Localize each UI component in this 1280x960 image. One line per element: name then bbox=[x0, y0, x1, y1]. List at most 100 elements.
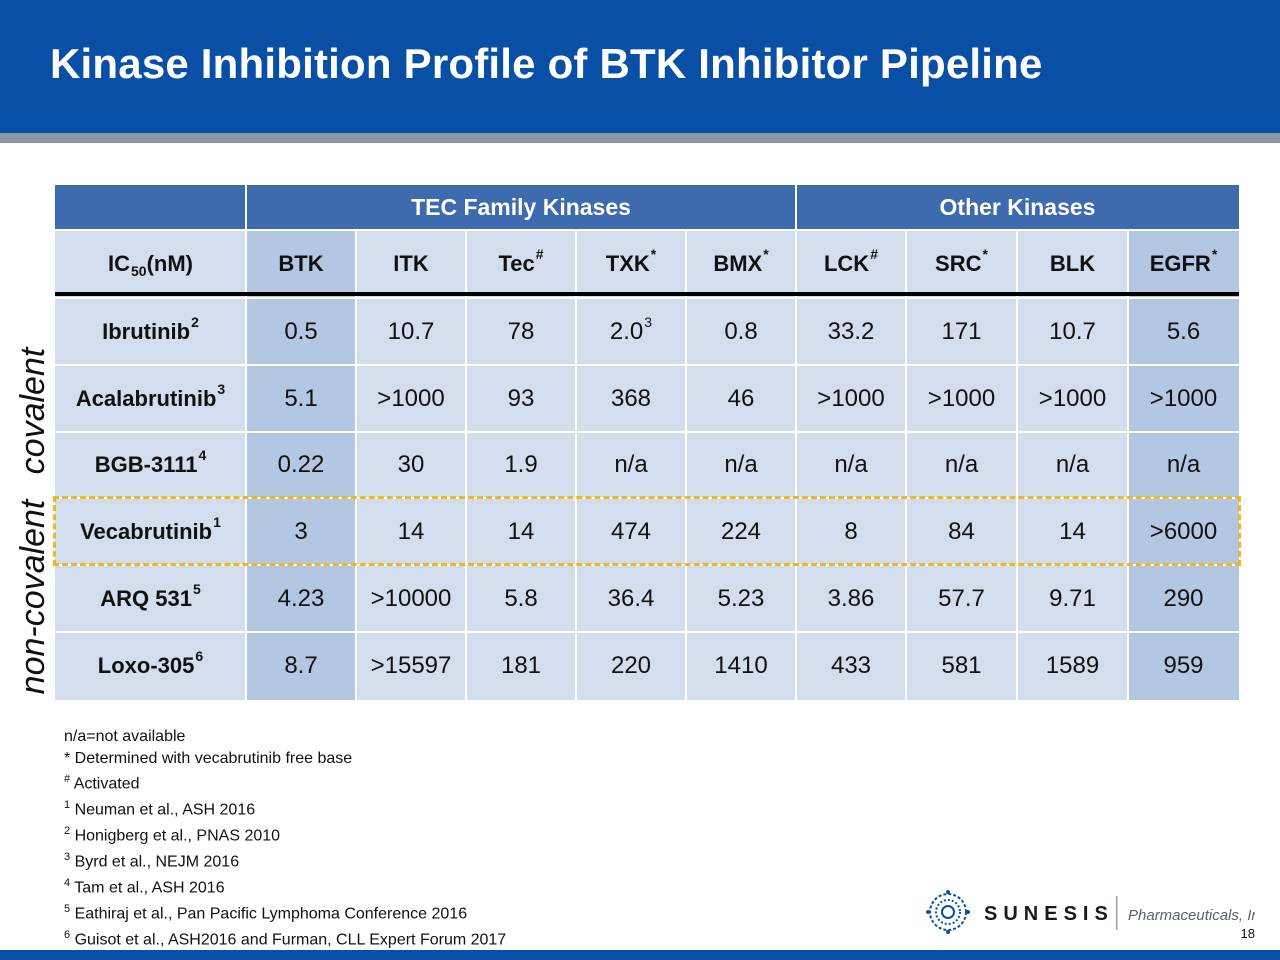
cell-value: 14 bbox=[397, 517, 425, 545]
table-gridline-horizontal bbox=[55, 297, 1239, 299]
cell-value: 220 bbox=[610, 652, 652, 679]
ic50-subscript: 50 bbox=[131, 263, 147, 279]
table-cell: 14 bbox=[466, 498, 576, 565]
column-header-egfr: EGFR * bbox=[1128, 230, 1239, 298]
footnote-line: 6 Guisot et al., ASH2016 and Furman, CLL… bbox=[64, 925, 506, 951]
footnote-line: 1 Neuman et al., ASH 2016 bbox=[64, 795, 506, 821]
footnote-line: n/a=not available bbox=[64, 726, 506, 748]
table-gridline-vertical bbox=[465, 230, 467, 700]
cell-value: 78 bbox=[507, 317, 535, 345]
cell-value: >10000 bbox=[370, 584, 452, 612]
column-header-label: Tec bbox=[498, 251, 535, 276]
ic50-header: IC 50 (nM) bbox=[55, 230, 246, 298]
footnote-mark: 3 bbox=[64, 850, 71, 863]
non-covalent-label: non-covalent bbox=[14, 499, 52, 695]
cell-value: 1589 bbox=[1045, 652, 1100, 679]
table-cell: >15597 bbox=[356, 632, 466, 700]
table-cell: 5.1 bbox=[246, 365, 356, 432]
column-header-mark: # bbox=[870, 246, 878, 262]
table-cell: 30 bbox=[356, 432, 466, 498]
cell-value: 10.7 bbox=[387, 317, 435, 345]
footnote-text: Eathiraj et al., Pan Pacific Lymphoma Co… bbox=[70, 905, 468, 923]
cell-value: 1.9 bbox=[504, 451, 538, 478]
cell-value: 0.22 bbox=[277, 451, 325, 478]
column-header-blk: BLK bbox=[1017, 230, 1128, 298]
column-header-label: ITK bbox=[393, 251, 429, 276]
cell-value: 4.23 bbox=[277, 584, 325, 612]
table-gridline-horizontal bbox=[55, 229, 1239, 231]
title-bar: Kinase Inhibition Profile of BTK Inhibit… bbox=[0, 0, 1280, 133]
column-header-label: BLK bbox=[1049, 251, 1096, 276]
table-cell: 93 bbox=[466, 365, 576, 432]
cell-value: >1000 bbox=[1149, 384, 1218, 412]
cell-value: 10.7 bbox=[1049, 317, 1096, 345]
table-cell: 8.7 bbox=[246, 632, 356, 700]
cell-value: 5.6 bbox=[1166, 317, 1201, 345]
footnote-text: Neuman et al., ASH 2016 bbox=[70, 801, 256, 819]
table-gridline-horizontal bbox=[55, 431, 1239, 433]
table-cell: 368 bbox=[576, 365, 686, 432]
table-gridline-vertical bbox=[1127, 230, 1129, 700]
footnote-line: 3 Byrd et al., NEJM 2016 bbox=[64, 847, 506, 873]
row-label-acalabrutinib: Acalabrutinib 3 bbox=[55, 365, 246, 432]
cell-value: 30 bbox=[397, 451, 425, 478]
table-gridline-vertical bbox=[1016, 230, 1018, 700]
drug-name: Ibrutinib bbox=[102, 318, 191, 344]
table-gridline-vertical bbox=[245, 185, 247, 700]
ic50-label: IC bbox=[108, 251, 130, 276]
table-cell: 46 bbox=[686, 365, 796, 432]
cell-value: >1000 bbox=[377, 384, 445, 412]
table-cell: 36.4 bbox=[576, 565, 686, 632]
cell-value: >1000 bbox=[927, 384, 996, 412]
cell-value: n/a bbox=[724, 451, 758, 478]
ic50-unit: (nM) bbox=[146, 251, 193, 276]
row-label-ibrutinib: Ibrutinib 2 bbox=[55, 298, 246, 365]
cell-value: n/a bbox=[944, 451, 979, 478]
column-header-mark: * bbox=[1211, 246, 1218, 262]
table-cell: 433 bbox=[796, 632, 906, 700]
cell-value: 8.7 bbox=[284, 652, 318, 679]
column-header-label: LCK bbox=[823, 251, 870, 276]
table-cell: 1410 bbox=[686, 632, 796, 700]
cell-value: >15597 bbox=[370, 652, 452, 679]
drug-ref: 4 bbox=[198, 447, 207, 463]
drug-ref: 2 bbox=[191, 313, 199, 330]
column-header-mark: * bbox=[650, 246, 657, 262]
cell-value: >1000 bbox=[817, 384, 885, 412]
cell-value: 14 bbox=[1059, 517, 1086, 545]
footnote-mark: 6 bbox=[64, 928, 71, 941]
table-cell: 290 bbox=[1128, 565, 1239, 632]
cell-value: 93 bbox=[507, 384, 535, 412]
table-cell: 10.7 bbox=[356, 298, 466, 365]
footnote-mark: 1 bbox=[64, 799, 71, 812]
cell-value: n/a bbox=[834, 451, 868, 478]
cell-value: 46 bbox=[727, 384, 755, 412]
table-cell: n/a bbox=[686, 432, 796, 498]
cell-value: 3.86 bbox=[827, 584, 875, 612]
cell-value: 171 bbox=[941, 317, 982, 345]
table-gridline-vertical bbox=[355, 230, 357, 700]
drug-name: Acalabrutinib bbox=[75, 385, 217, 411]
table-cell: n/a bbox=[1017, 432, 1128, 498]
table-cell: 959 bbox=[1128, 632, 1239, 700]
cell-value: 181 bbox=[500, 652, 542, 679]
table-cell: 33.2 bbox=[796, 298, 906, 365]
column-header-bmx: BMX * bbox=[686, 230, 796, 298]
cell-value: 581 bbox=[941, 652, 982, 679]
footnote-line: 4 Tam et al., ASH 2016 bbox=[64, 873, 506, 899]
sunesis-logo-graphic: SUNESIS Pharmaceuticals, Inc. bbox=[926, 890, 1271, 934]
table-cell: 10.7 bbox=[1017, 298, 1128, 365]
covalent-label: covalent bbox=[14, 347, 52, 475]
footnote-line: * Determined with vecabrutinib free base bbox=[64, 748, 506, 770]
row-label-bgb-3111: BGB-3111 4 bbox=[55, 432, 246, 498]
footnote-text: Tam et al., ASH 2016 bbox=[70, 879, 225, 897]
cell-value: 84 bbox=[948, 517, 975, 545]
cell-value: 5.8 bbox=[504, 584, 538, 612]
cell-value: 2.0 bbox=[609, 317, 644, 345]
table-cell: 5.8 bbox=[466, 565, 576, 632]
table-gridline-horizontal bbox=[55, 631, 1239, 633]
table-cell: n/a bbox=[1128, 432, 1239, 498]
cell-value: >6000 bbox=[1149, 517, 1218, 545]
table-cell: 224 bbox=[686, 498, 796, 565]
column-header-underline bbox=[55, 292, 1239, 296]
